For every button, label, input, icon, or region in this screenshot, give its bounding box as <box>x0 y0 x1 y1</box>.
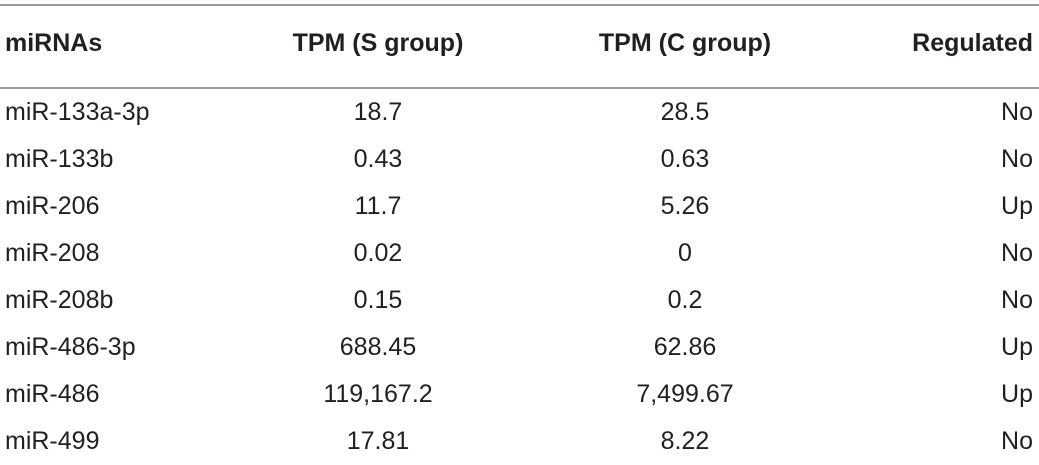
cell-tpm-c: 0.2 <box>667 286 703 314</box>
header-tpm-s-group: TPM (S group) <box>292 28 464 57</box>
cell-regulated: No <box>1001 239 1033 267</box>
cell-mirna: miR-499 <box>5 427 100 455</box>
cell-tpm-c: 7,499.67 <box>636 380 734 408</box>
cell-tpm-c: 0.63 <box>660 145 710 173</box>
cell-regulated: Up <box>1001 380 1033 408</box>
cell-tpm-c: 8.22 <box>660 427 710 455</box>
table-header-row: miRNAs TPM (S group) TPM (C group) Regul… <box>0 18 1039 68</box>
table-header-rule <box>0 87 1039 89</box>
cell-tpm-s: 119,167.2 <box>323 380 433 408</box>
cell-tpm-c: 5.26 <box>660 192 710 220</box>
cell-regulated: No <box>1001 98 1033 126</box>
cell-regulated: Up <box>1001 333 1033 361</box>
cell-tpm-s: 11.7 <box>354 192 402 220</box>
header-tpm-c-group: TPM (C group) <box>598 28 772 57</box>
cell-tpm-s: 18.7 <box>353 98 403 126</box>
cell-tpm-c: 62.86 <box>653 333 717 361</box>
table-row: miR-133a-3p 18.7 28.5 No <box>0 89 1039 136</box>
cell-mirna: miR-208b <box>5 286 114 314</box>
cell-mirna: miR-133b <box>5 145 114 173</box>
cell-tpm-s: 17.81 <box>346 427 410 455</box>
header-mirnas: miRNAs <box>5 28 103 57</box>
table-row: miR-486-3p 688.45 62.86 Up <box>0 324 1039 371</box>
header-regulated: Regulated <box>912 28 1033 57</box>
cell-mirna: miR-133a-3p <box>5 98 150 126</box>
cell-tpm-c: 0 <box>678 239 692 267</box>
cell-tpm-s: 0.43 <box>353 145 403 173</box>
cell-tpm-s: 688.45 <box>339 333 417 361</box>
cell-mirna: miR-208 <box>5 239 100 267</box>
cell-tpm-s: 0.15 <box>353 286 403 314</box>
cell-mirna: miR-486 <box>5 380 100 408</box>
table-row: miR-133b 0.43 0.63 No <box>0 136 1039 183</box>
table-row: miR-208b 0.15 0.2 No <box>0 277 1039 324</box>
cell-mirna: miR-486-3p <box>5 333 136 361</box>
table-row: miR-208 0.02 0 No <box>0 230 1039 277</box>
cell-tpm-c: 28.5 <box>660 98 710 126</box>
table-row: miR-206 11.7 5.26 Up <box>0 183 1039 230</box>
cell-regulated: No <box>1001 145 1033 173</box>
cell-mirna: miR-206 <box>5 192 100 220</box>
cell-regulated: No <box>1001 427 1033 455</box>
table-row: miR-499 17.81 8.22 No <box>0 418 1039 465</box>
cell-regulated: Up <box>1001 192 1033 220</box>
table-row: miR-486 119,167.2 7,499.67 Up <box>0 371 1039 418</box>
cell-tpm-s: 0.02 <box>353 239 403 267</box>
cell-regulated: No <box>1001 286 1033 314</box>
table-top-rule <box>0 4 1039 6</box>
